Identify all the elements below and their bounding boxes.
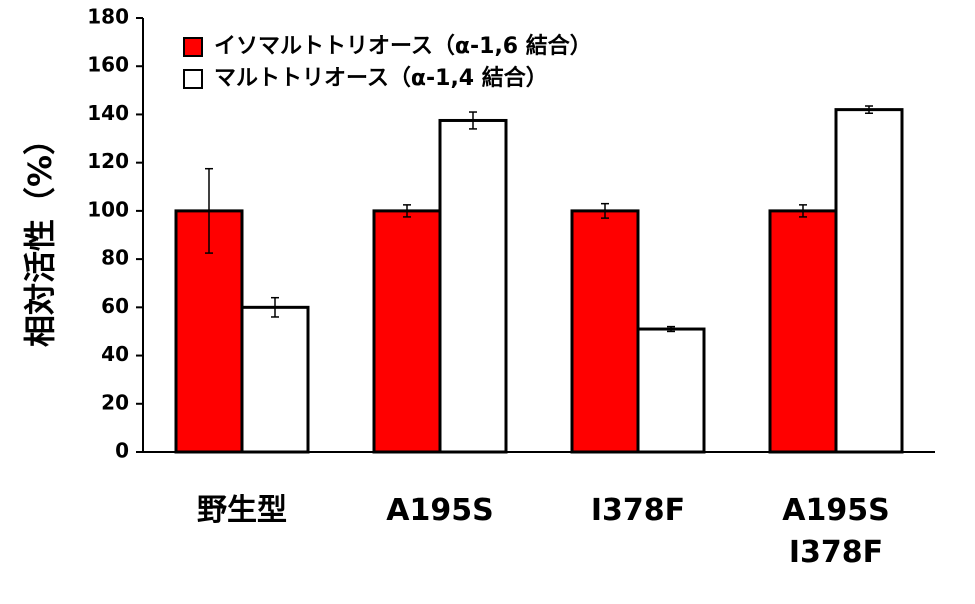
error-bar [469,111,477,130]
error-bar [799,204,807,218]
x-tick-label: A195S I378F [782,493,890,570]
y-tick-label: 160 [87,53,129,77]
error-bar [271,296,279,318]
legend-swatch [183,37,203,57]
error-bar [865,105,873,114]
legend-swatch [183,69,203,89]
y-axis-label: 相対活性（%） [21,123,59,347]
y-tick-label: 100 [87,197,129,221]
bar [372,209,442,454]
y-tick-label: 0 [115,439,129,463]
bar [438,118,508,454]
error-bar [205,167,213,254]
bar [834,108,904,454]
error-bar [403,204,411,218]
error-bar [601,202,609,219]
legend-label: マルトトリオース（α-1,4 結合） [214,65,548,91]
y-tick-label: 40 [101,342,129,366]
y-tick-label: 140 [87,101,129,125]
y-tick-label: 20 [101,390,129,414]
legend-label: イソマルトトリオース（α-1,6 結合） [214,33,592,59]
bar [636,327,706,454]
bar [768,209,838,454]
y-tick-label: 60 [101,294,129,318]
y-tick-label: 180 [87,5,129,29]
x-tick-label: 野生型 [197,493,287,528]
x-tick-label: A195S [386,493,494,528]
bar [240,305,310,454]
y-tick-label: 120 [87,149,129,173]
x-tick-label: I378F [590,493,686,528]
y-tick-label: 80 [101,246,129,270]
error-bar [667,325,675,333]
bar [570,209,640,454]
